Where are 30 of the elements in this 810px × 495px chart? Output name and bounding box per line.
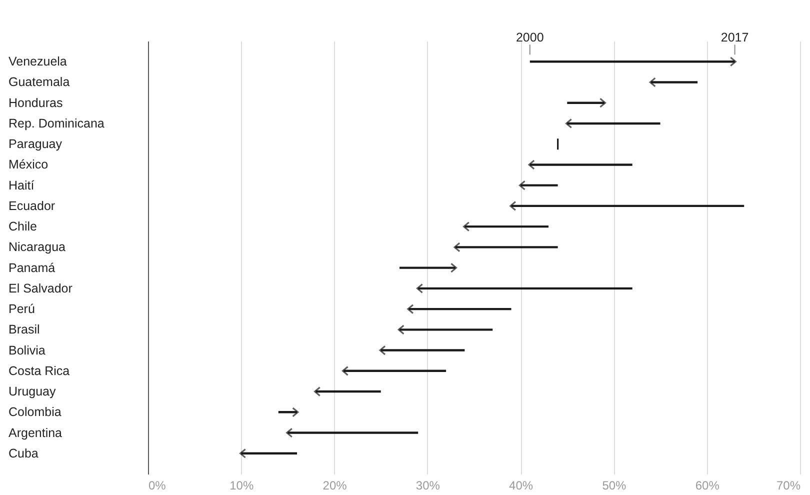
y-tick-label: Cuba xyxy=(8,446,38,460)
annotation: 2000 xyxy=(516,30,544,45)
y-tick-label: Paraguay xyxy=(8,137,63,152)
y-tick-label: Nicaragua xyxy=(8,240,66,254)
y-tick-label: Ecuador xyxy=(8,198,56,213)
y-tick-label: Perú xyxy=(8,302,35,316)
x-tick-label: 10% xyxy=(230,478,254,492)
x-tick-label: 50% xyxy=(602,478,627,492)
y-tick-label: El Salvador xyxy=(8,281,72,296)
y-tick-label: Argentina xyxy=(8,426,62,440)
annotation: 2017 xyxy=(720,30,749,45)
x-tick-label: 0% xyxy=(148,478,166,492)
y-tick-label: Brasil xyxy=(8,322,40,337)
y-tick-label: Guatemala xyxy=(8,75,70,90)
y-tick-label: México xyxy=(8,158,48,172)
y-tick-label: Panamá xyxy=(8,260,56,275)
x-tick-label: 60% xyxy=(695,478,720,492)
y-tick-label: Honduras xyxy=(8,96,63,110)
y-tick-label: Colombia xyxy=(8,405,62,420)
y-tick-label: Bolivia xyxy=(8,343,46,358)
x-tick-label: 30% xyxy=(416,478,440,492)
y-tick-label: Uruguay xyxy=(8,384,56,399)
y-tick-label: Venezuela xyxy=(8,54,67,69)
x-tick-label: 20% xyxy=(322,478,348,492)
y-tick-label: Haití xyxy=(8,178,35,192)
x-tick-label: 40% xyxy=(509,478,534,492)
x-tick-label: 70% xyxy=(776,478,801,492)
y-tick-label: Costa Rica xyxy=(8,364,70,378)
y-tick-label: Chile xyxy=(8,220,38,234)
y-tick-label: Rep. Dominicana xyxy=(8,116,104,130)
